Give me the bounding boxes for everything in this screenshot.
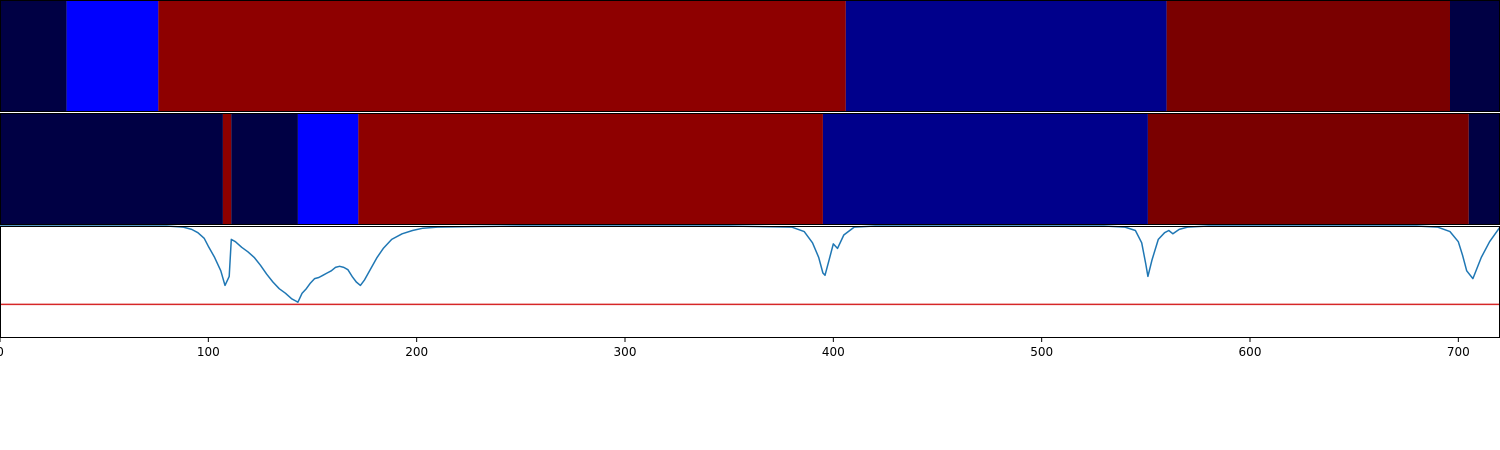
x-tick-label-500: 500 [1030, 345, 1053, 359]
state-strip-top [0, 0, 1500, 112]
segment-2-7 [1468, 113, 1500, 225]
segment-2-1 [222, 113, 232, 225]
segment-1-5 [1450, 0, 1500, 112]
x-tick-label-600: 600 [1239, 345, 1262, 359]
x-tick-label-0: 0 [0, 345, 4, 359]
segment-1-0 [0, 0, 67, 112]
segment-2-0 [0, 113, 223, 225]
series-line-0 [0, 225, 1500, 303]
x-tick-label-400: 400 [822, 345, 845, 359]
x-tick-label-700: 700 [1447, 345, 1470, 359]
segment-2-4 [358, 113, 823, 225]
segment-2-2 [231, 113, 298, 225]
x-tick-label-200: 200 [405, 345, 428, 359]
state-strip-middle [0, 113, 1500, 225]
segment-1-4 [1166, 0, 1450, 112]
segment-1-3 [845, 0, 1167, 112]
segment-2-5 [822, 113, 1148, 225]
segment-2-3 [297, 113, 359, 225]
x-tick-label-100: 100 [197, 345, 220, 359]
x-axis: 0 100 200 300 400 500 600 700 [0, 338, 1470, 359]
signal-line-plot [0, 225, 1500, 338]
segment-2-6 [1147, 113, 1469, 225]
segment-1-1 [66, 0, 159, 112]
plot-background [0, 226, 1500, 338]
segment-1-2 [158, 0, 846, 112]
x-tick-label-300: 300 [614, 345, 637, 359]
